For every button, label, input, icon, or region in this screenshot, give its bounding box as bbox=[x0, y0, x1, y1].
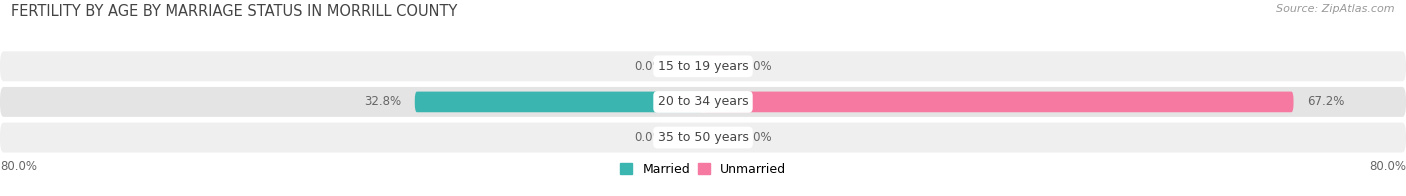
Text: 80.0%: 80.0% bbox=[0, 160, 37, 173]
Text: Source: ZipAtlas.com: Source: ZipAtlas.com bbox=[1277, 4, 1395, 14]
Text: 0.0%: 0.0% bbox=[634, 131, 664, 144]
Text: 20 to 34 years: 20 to 34 years bbox=[658, 95, 748, 108]
FancyBboxPatch shape bbox=[703, 92, 1294, 112]
FancyBboxPatch shape bbox=[703, 127, 730, 148]
FancyBboxPatch shape bbox=[415, 92, 703, 112]
Text: 0.0%: 0.0% bbox=[742, 60, 772, 73]
FancyBboxPatch shape bbox=[0, 51, 1406, 81]
Text: 0.0%: 0.0% bbox=[634, 60, 664, 73]
Legend: Married, Unmarried: Married, Unmarried bbox=[620, 163, 786, 176]
Text: FERTILITY BY AGE BY MARRIAGE STATUS IN MORRILL COUNTY: FERTILITY BY AGE BY MARRIAGE STATUS IN M… bbox=[11, 4, 457, 19]
FancyBboxPatch shape bbox=[0, 122, 1406, 152]
FancyBboxPatch shape bbox=[0, 87, 1406, 117]
Text: 80.0%: 80.0% bbox=[1369, 160, 1406, 173]
Text: 32.8%: 32.8% bbox=[364, 95, 402, 108]
FancyBboxPatch shape bbox=[676, 56, 703, 77]
Text: 35 to 50 years: 35 to 50 years bbox=[658, 131, 748, 144]
FancyBboxPatch shape bbox=[703, 56, 730, 77]
Text: 0.0%: 0.0% bbox=[742, 131, 772, 144]
Text: 67.2%: 67.2% bbox=[1306, 95, 1344, 108]
FancyBboxPatch shape bbox=[676, 127, 703, 148]
Text: 15 to 19 years: 15 to 19 years bbox=[658, 60, 748, 73]
